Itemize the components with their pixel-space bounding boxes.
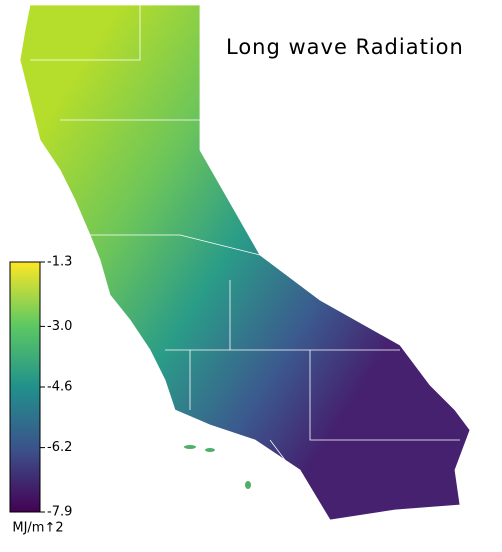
colorbar-unit: MJ/m↑2 [12, 521, 63, 536]
colorbar-tick-label: -7.9 [47, 505, 72, 520]
colorbar-tick-label: -1.3 [47, 255, 72, 270]
california-map [19, 4, 471, 521]
colorbar-tick-label: -6.2 [47, 440, 72, 455]
colorbar-tick-label: -3.0 [47, 319, 72, 334]
islands [184, 445, 251, 489]
county-lines [30, 5, 460, 521]
map-title: Long wave Radiation [226, 35, 464, 59]
colorbar [9, 261, 41, 513]
colorbar-tick-label: -4.6 [47, 380, 72, 395]
